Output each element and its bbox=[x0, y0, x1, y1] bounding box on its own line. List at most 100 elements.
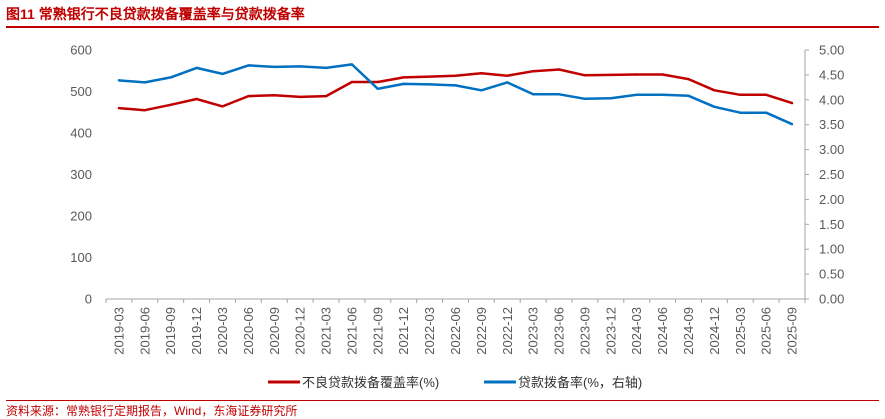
x-tick-label: 2025-06 bbox=[759, 307, 774, 355]
x-tick-label: 2024-12 bbox=[707, 307, 722, 355]
x-tick-label: 2024-06 bbox=[655, 307, 670, 355]
series-0-point bbox=[117, 106, 121, 110]
x-tick-label: 2019-03 bbox=[111, 307, 126, 355]
series-1-point bbox=[273, 65, 276, 69]
y-left-tick-label: 400 bbox=[70, 126, 92, 141]
series-0-point bbox=[376, 80, 380, 84]
series-0-point bbox=[428, 75, 431, 78]
series-0-point bbox=[221, 105, 224, 108]
x-tick-label: 2023-09 bbox=[577, 307, 592, 355]
series-1-point bbox=[247, 64, 250, 67]
y-left-tick-label: 500 bbox=[70, 84, 92, 99]
series-0-point bbox=[273, 94, 276, 97]
series-1-point bbox=[609, 97, 613, 100]
series-0-point bbox=[557, 68, 561, 71]
source-note: 资料来源：常熟银行定期报告，Wind，东海证券研究所 bbox=[6, 404, 298, 418]
y-right-tick-label: 4.00 bbox=[819, 92, 844, 107]
series-1-point bbox=[402, 82, 405, 86]
x-tick-label: 2022-09 bbox=[474, 307, 489, 355]
y-left-tick-label: 300 bbox=[70, 167, 92, 182]
series-0-point bbox=[402, 76, 405, 79]
series-0-point bbox=[480, 72, 483, 75]
x-tick-label: 2024-03 bbox=[629, 307, 644, 355]
y-right-tick-label: 2.50 bbox=[819, 167, 844, 182]
y-right-tick-label: 1.00 bbox=[819, 242, 844, 257]
series-1-point bbox=[117, 79, 121, 82]
chart-axes: 0 100 200 300 400 500 600 0.00 0.50 1.00 1.50 2.00 2… bbox=[70, 43, 844, 307]
y-right-tick-label: 1.50 bbox=[819, 217, 844, 232]
x-tick-label: 2023-06 bbox=[552, 307, 567, 355]
series-1-point bbox=[428, 83, 431, 86]
y-right-tick-label: 5.00 bbox=[819, 43, 844, 58]
series-1-point bbox=[169, 76, 172, 79]
y-left-tick-label: 100 bbox=[70, 250, 92, 265]
series-0-point bbox=[661, 73, 664, 76]
x-tick-label: 2020-09 bbox=[267, 307, 282, 355]
series-1-point bbox=[221, 72, 224, 76]
series-1-point bbox=[713, 105, 716, 108]
series-1-point bbox=[324, 66, 328, 70]
x-tick-label: 2024-09 bbox=[681, 307, 696, 355]
series-1-point bbox=[454, 84, 457, 87]
series-0-point bbox=[531, 69, 535, 73]
series-1-point bbox=[635, 93, 638, 97]
series-0-point bbox=[687, 77, 690, 81]
x-tick-label: 2023-03 bbox=[526, 307, 541, 355]
series-0-point bbox=[298, 95, 302, 99]
x-tick-label: 2020-03 bbox=[215, 307, 230, 355]
y-right-tick-label: 3.00 bbox=[819, 142, 844, 157]
source-rule bbox=[6, 400, 879, 401]
y-right-tick-label: 4.50 bbox=[819, 67, 844, 82]
x-tick-label: 2025-09 bbox=[785, 307, 800, 355]
x-tick-label: 2022-06 bbox=[448, 307, 463, 355]
series-0-point bbox=[764, 93, 768, 97]
series-1-point bbox=[790, 123, 794, 126]
series-0-point bbox=[143, 108, 147, 112]
series-0-point bbox=[324, 94, 328, 98]
series-1-point bbox=[376, 87, 380, 91]
y-right-tick-label: 0.00 bbox=[819, 292, 844, 307]
y-right-tick-label: 3.50 bbox=[819, 117, 844, 132]
title-rule bbox=[6, 26, 879, 28]
x-tick-label: 2022-12 bbox=[500, 307, 515, 355]
series-1-point bbox=[143, 81, 147, 84]
series-1-point bbox=[195, 66, 198, 70]
x-tick-label: 2021-12 bbox=[396, 307, 411, 355]
x-tick-label: 2025-03 bbox=[733, 307, 748, 355]
figure-title: 图11 常熟银行不良贷款拨备覆盖率与贷款拨备率 bbox=[6, 6, 305, 22]
series-0-point bbox=[583, 74, 587, 77]
series-0-point bbox=[195, 97, 198, 101]
series-0-point bbox=[713, 89, 716, 92]
x-tick-label: 2019-12 bbox=[189, 307, 204, 355]
x-tick-label: 2021-03 bbox=[319, 307, 334, 355]
series-1-point bbox=[531, 93, 535, 96]
y-left-tick-label: 0 bbox=[85, 292, 92, 307]
series-1-point bbox=[687, 94, 690, 98]
chart-legend: 不良贷款拨备覆盖率(%) 贷款拨备率(%，右轴) bbox=[268, 375, 642, 390]
series-0-point bbox=[247, 94, 250, 98]
legend-label-0: 不良贷款拨备覆盖率(%) bbox=[302, 375, 439, 390]
y-left-tick-label: 200 bbox=[70, 209, 92, 224]
series-0-point bbox=[350, 80, 354, 84]
x-tick-label: 2019-09 bbox=[163, 307, 178, 355]
series-1-point bbox=[506, 81, 509, 84]
series-lines bbox=[117, 63, 794, 126]
series-1-point bbox=[739, 111, 742, 114]
series-1-point bbox=[350, 63, 354, 66]
x-tick-label: 2020-06 bbox=[241, 307, 256, 355]
legend-label-1: 贷款拨备率(%，右轴) bbox=[518, 375, 642, 390]
series-1-point bbox=[661, 93, 664, 97]
series-0-point bbox=[635, 73, 638, 76]
x-tick-label: 2023-12 bbox=[603, 307, 618, 355]
series-1-point bbox=[480, 89, 483, 92]
y-right-tick-label: 2.00 bbox=[819, 192, 844, 207]
series-1-point bbox=[298, 65, 302, 68]
series-1-point bbox=[764, 111, 768, 114]
series-line-1 bbox=[118, 63, 793, 126]
y-left-tick-label: 600 bbox=[70, 43, 92, 58]
series-0-point bbox=[454, 74, 457, 77]
series-0-point bbox=[609, 73, 613, 77]
series-0-point bbox=[790, 101, 794, 105]
y-right-tick-label: 0.50 bbox=[819, 267, 844, 282]
x-tick-label: 2019-06 bbox=[137, 307, 152, 355]
